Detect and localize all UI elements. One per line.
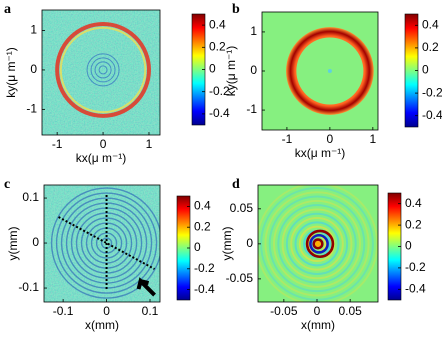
panel-label: d <box>232 177 240 192</box>
y-axis-label: ky(μ m⁻¹) <box>4 47 18 98</box>
colorbar-tick-label: 0.2 <box>194 219 211 233</box>
x-tick-label: 0.1 <box>142 304 159 318</box>
y-tick-label: 1 <box>250 24 257 38</box>
panel-label: c <box>4 177 10 192</box>
colorbar-tick-label: -0.4 <box>405 281 426 295</box>
x-tick-label: 0 <box>327 132 334 146</box>
x-tick-label: 1 <box>370 132 377 146</box>
y-tick-label: 0 <box>30 62 37 76</box>
ring <box>264 191 370 297</box>
colorbar-tick-label: 0.4 <box>209 17 226 31</box>
y-tick-label: 0 <box>250 63 257 77</box>
x-tick-label: 0 <box>100 137 107 151</box>
ring <box>90 57 116 83</box>
colorbar-tick-label: 0 <box>405 239 412 253</box>
x-tick-label: -1 <box>52 137 63 151</box>
panel-label: b <box>232 2 240 17</box>
colorbar-tick-label: 0.2 <box>422 40 439 54</box>
y-tick-label: 0.05 <box>230 201 254 215</box>
core-ring <box>312 238 324 250</box>
colorbar-tick-label: -0.2 <box>209 84 230 98</box>
colorbar-tick-label: -0.4 <box>194 282 215 296</box>
ring <box>50 187 160 299</box>
ring <box>258 185 378 302</box>
colorbar-tick-label: -0.4 <box>422 108 442 122</box>
y-axis-label: ky(μ m⁻¹) <box>224 46 238 97</box>
colorbar-tick-label: -0.2 <box>422 85 442 99</box>
y-tick-label: 0 <box>32 235 39 249</box>
ring <box>273 199 362 288</box>
ring <box>277 204 357 284</box>
x-tick-label: 0 <box>103 304 110 318</box>
colorbar-tick-label: 0.4 <box>405 196 422 210</box>
y-tick-label: 1 <box>30 23 37 37</box>
y-tick-label: -1 <box>26 102 37 116</box>
x-axis-label: kx(μ m⁻¹) <box>295 146 346 160</box>
arrow <box>136 277 156 297</box>
y-axis-label: y(mm) <box>6 227 20 261</box>
ring <box>281 208 353 280</box>
x-axis-label: x(mm) <box>301 318 335 332</box>
core <box>315 240 322 247</box>
colorbar-tick-label: 0 <box>194 240 201 254</box>
y-tick-label: -0.1 <box>18 280 39 294</box>
colorbar-tick-label: 0.4 <box>422 17 439 31</box>
x-tick-label: 0 <box>314 304 321 318</box>
colorbar-tick-label: 0 <box>209 62 216 76</box>
colorbar-tick-label: -0.2 <box>194 261 215 275</box>
colorbar-tick-label: 0 <box>422 63 429 77</box>
x-tick-label: -0.1 <box>53 304 74 318</box>
ring <box>55 192 158 294</box>
x-tick-label: -0.05 <box>270 304 298 318</box>
colorbar-tick-label: -0.4 <box>209 106 230 120</box>
ring <box>268 195 366 293</box>
x-tick-label: 0.05 <box>338 304 362 318</box>
x-tick-label: -1 <box>282 132 293 146</box>
ring <box>290 217 344 271</box>
ring <box>294 221 340 267</box>
y-tick-label: -1 <box>246 102 257 116</box>
ring <box>86 53 120 87</box>
ring <box>55 22 151 118</box>
x-axis-label: x(mm) <box>85 318 119 332</box>
x-tick-label: 1 <box>146 137 153 151</box>
panel-label: a <box>4 2 11 17</box>
core-ring <box>309 233 329 254</box>
core-ring <box>305 229 335 259</box>
y-axis-label: y(mm) <box>220 227 234 261</box>
axes-frame <box>43 184 161 303</box>
dot <box>327 69 332 73</box>
colorbar-tick-label: 0.2 <box>209 39 226 53</box>
ring <box>59 26 147 114</box>
colorbar-tick-label: 0.4 <box>194 199 211 213</box>
ring <box>98 65 108 75</box>
y-tick-label: 0 <box>246 236 253 250</box>
colorbar-tick-label: -0.2 <box>405 260 426 274</box>
x-axis-label: kx(μ m⁻¹) <box>76 151 127 165</box>
ring <box>285 212 349 275</box>
ring <box>94 61 112 79</box>
colorbar-tick-label: 0.2 <box>405 217 422 231</box>
y-tick-label: 0.1 <box>22 190 39 204</box>
axes-frame <box>41 9 161 136</box>
y-tick-label: -0.05 <box>226 271 254 285</box>
